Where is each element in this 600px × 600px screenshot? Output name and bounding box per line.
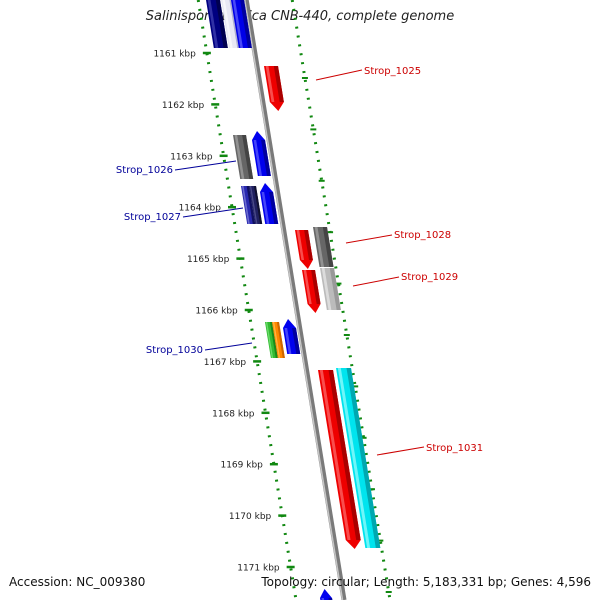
- gene-callout-line: [182, 207, 244, 218]
- gene-block-cyan-1031: [336, 368, 381, 548]
- scale-tick-label: 1162 kbp: [162, 101, 205, 111]
- genome-summary: Topology: circular; Length: 5,183,331 bp…: [261, 575, 591, 589]
- gene-label: Strop_1028: [394, 230, 451, 241]
- backbone-highlight: [243, 0, 344, 600]
- gene-callout-line: [315, 69, 363, 81]
- scale-tick-label: 1165 kbp: [187, 255, 230, 265]
- gene-block-dark-blue-top: [206, 0, 228, 48]
- scale-tick-label: 1161 kbp: [153, 50, 196, 60]
- gene-block-blue-top: [231, 0, 252, 48]
- gene-callout-line: [174, 160, 237, 171]
- scale-tick-label: 1171 kbp: [237, 564, 280, 574]
- gene-callout-line: [345, 234, 393, 244]
- gene-block-grey-1026: [233, 135, 254, 179]
- gene-label: Strop_1027: [124, 212, 181, 223]
- gene-block-strop-1025: [264, 66, 284, 111]
- accession-text: Accession: NC_009380: [9, 575, 146, 589]
- scale-tick-label: 1164 kbp: [179, 204, 222, 214]
- gene-label: Strop_1025: [364, 66, 421, 77]
- gene-block-strop-1028: [295, 230, 313, 269]
- gene-callout-line: [376, 446, 425, 456]
- scale-tick-label: 1166 kbp: [195, 307, 238, 317]
- scale-tick-label: 1170 kbp: [229, 512, 272, 522]
- gene-block-strop-1029: [302, 270, 321, 313]
- gene-block-strop-1026: [252, 131, 271, 176]
- gene-callout-line: [352, 276, 400, 287]
- gene-block-purple-1027: [241, 186, 256, 224]
- gene-block-strop-1027: [260, 183, 279, 224]
- gene-block-strop-1030: [283, 319, 301, 354]
- gene-block-grey-1028: [313, 227, 334, 267]
- gene-label: Strop_1030: [146, 345, 203, 356]
- gene-callout-line: [204, 342, 253, 351]
- gene-block-strop-1031: [318, 370, 361, 549]
- gene-block-blue-bottom: [320, 589, 333, 600]
- gene-block-navy-1027: [249, 186, 263, 224]
- scale-tick-label: 1163 kbp: [170, 152, 213, 162]
- scale-tick-label: 1168 kbp: [212, 409, 255, 419]
- backbone-line: [243, 0, 347, 600]
- scale-tick-label: 1169 kbp: [220, 461, 263, 471]
- gene-block-green-1030: [265, 322, 278, 358]
- gene-label: Strop_1026: [116, 165, 173, 176]
- gene-block-lightgrey-1029: [320, 268, 341, 310]
- scale-tick-label: 1167 kbp: [204, 358, 247, 368]
- gene-block-orange-1030: [272, 322, 285, 358]
- gene-label: Strop_1031: [426, 443, 483, 454]
- gene-label: Strop_1029: [401, 272, 458, 283]
